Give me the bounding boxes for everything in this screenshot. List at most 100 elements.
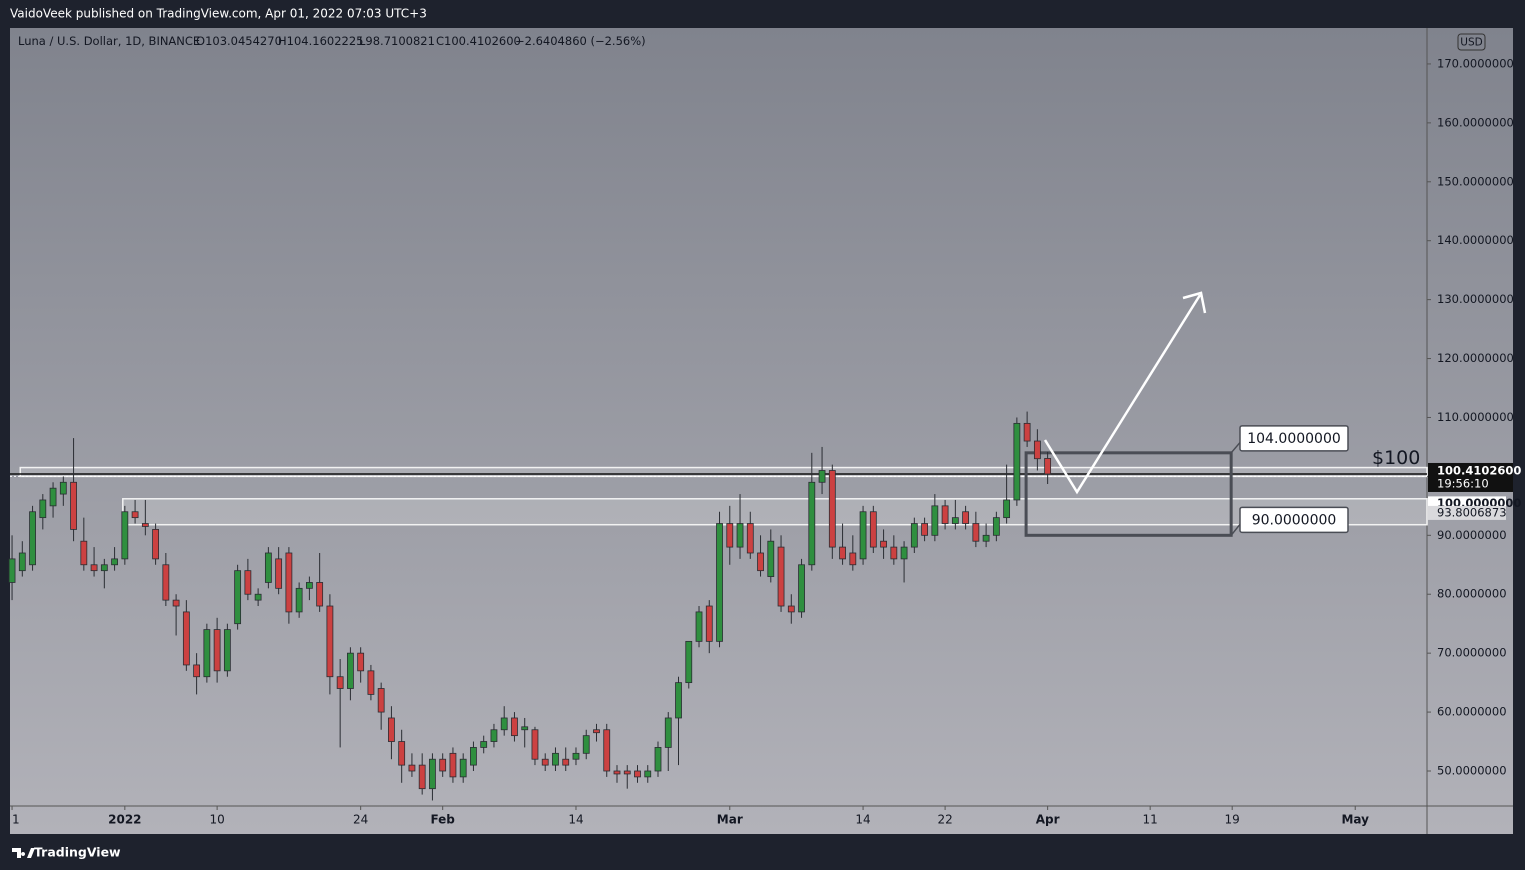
y-tick-label: 170.0000000 xyxy=(1437,56,1514,70)
candle-body xyxy=(316,582,324,607)
candle-body xyxy=(357,652,365,672)
arrow-head xyxy=(1182,291,1207,314)
change: −2.6404860 (−2.56%) xyxy=(515,34,646,48)
level-annotation: $100 xyxy=(1372,447,1420,469)
candle-body xyxy=(593,729,600,734)
y-tick-label: 140.0000000 xyxy=(1437,233,1514,247)
candle-body xyxy=(531,729,539,760)
candle-body xyxy=(849,552,857,566)
candle-body xyxy=(1003,499,1011,519)
candle-body xyxy=(521,726,529,731)
candle-body xyxy=(726,523,734,548)
candle-body xyxy=(244,570,252,595)
legend: Luna / U.S. Dollar, 1D, BINANCE O103.045… xyxy=(18,34,646,48)
candle-body xyxy=(213,629,221,672)
candle-body xyxy=(654,747,662,772)
x-tick-label: 19 xyxy=(1225,813,1240,827)
candle-body xyxy=(377,688,385,713)
candle-body xyxy=(675,682,682,719)
x-tick-label: May xyxy=(1341,813,1369,827)
y-tick-label: 110.0000000 xyxy=(1437,410,1514,424)
candle-body xyxy=(459,758,467,778)
plot: $100 104.0000000 90.0000000 xyxy=(8,411,1428,801)
candle-body xyxy=(746,523,754,554)
candle-body xyxy=(787,605,795,613)
legend-value: 98.7100821 xyxy=(365,34,435,48)
candle-body xyxy=(962,511,970,524)
candle-body xyxy=(234,570,242,625)
candle-body xyxy=(757,552,764,572)
x-tick-label: 14 xyxy=(855,813,870,827)
candle-body xyxy=(500,717,508,731)
candle-body xyxy=(408,764,416,772)
candle-body xyxy=(182,611,190,666)
candle-body xyxy=(418,764,426,790)
last-price-tag xyxy=(1428,462,1513,492)
x-tick-label: 22 xyxy=(937,813,952,827)
callout-box xyxy=(1239,425,1349,452)
candle-body xyxy=(295,587,303,613)
candle-body xyxy=(798,564,805,613)
price-zone xyxy=(19,466,1428,478)
candle-body xyxy=(562,758,570,766)
candle-body xyxy=(951,517,959,524)
currency-button[interactable] xyxy=(1457,33,1486,51)
zone-price-tag xyxy=(1428,505,1506,520)
legend-key: O xyxy=(196,34,205,48)
candle-body xyxy=(480,741,488,748)
candle-body xyxy=(685,640,693,684)
candle-body xyxy=(572,752,580,760)
x-tick-label: 2022 xyxy=(108,813,141,827)
candle-body xyxy=(388,717,395,742)
candle-body xyxy=(193,664,201,678)
y-tick-label: 50.0000000 xyxy=(1437,764,1507,778)
projection-arrow xyxy=(1043,294,1202,495)
candle-body xyxy=(777,546,785,607)
brand: TradingView xyxy=(34,845,121,860)
candle-body xyxy=(8,558,16,583)
candle-body xyxy=(869,511,877,548)
candle-body xyxy=(603,729,611,772)
candle-body xyxy=(80,540,88,566)
y-tick-label: 120.0000000 xyxy=(1437,351,1514,365)
candle-body xyxy=(39,499,47,519)
candle-body xyxy=(613,770,621,775)
x-tick-label: 24 xyxy=(353,813,368,827)
candle-body xyxy=(818,470,826,483)
callout-label: 90.0000000 xyxy=(1252,512,1337,528)
legend-key: C xyxy=(436,34,444,48)
x-tick-label: Feb xyxy=(430,813,455,827)
candle-body xyxy=(203,629,211,678)
candle-body xyxy=(439,758,447,772)
candle-body xyxy=(131,511,139,519)
candle-body xyxy=(1033,440,1041,460)
y-tick-label: 130.0000000 xyxy=(1437,292,1514,306)
candle-body xyxy=(695,611,703,642)
callout-label: 104.0000000 xyxy=(1247,431,1341,447)
candle-body xyxy=(59,481,67,495)
candle-body xyxy=(29,511,36,566)
currency[interactable]: USD xyxy=(1460,37,1482,49)
candle-body xyxy=(254,593,262,601)
publisher: VaidoVeek published on TradingView.com, … xyxy=(10,7,427,21)
candle-body xyxy=(172,599,180,607)
x-tick-label: Mar xyxy=(717,813,743,827)
candle-body xyxy=(634,770,641,778)
candle-body xyxy=(152,529,159,560)
zone-price-label: 93.8006873 xyxy=(1437,505,1507,519)
candle-body xyxy=(839,546,846,560)
candle-body xyxy=(736,523,744,548)
candle-body xyxy=(429,758,436,790)
x-tick-label: 1 xyxy=(12,813,20,827)
y-tick-label: 150.0000000 xyxy=(1437,174,1514,188)
candle-body xyxy=(285,552,293,613)
target-box xyxy=(1024,451,1233,537)
candle-body xyxy=(828,470,836,548)
x-tick-label: Apr xyxy=(1036,813,1060,827)
candle-body xyxy=(326,605,334,678)
y-tick-label: 60.0000000 xyxy=(1437,705,1507,719)
countdown: 19:56:10 xyxy=(1437,476,1489,490)
last-price-label: 100.4102600 xyxy=(1437,463,1521,477)
legend-value: 100.4102600 xyxy=(444,34,521,48)
